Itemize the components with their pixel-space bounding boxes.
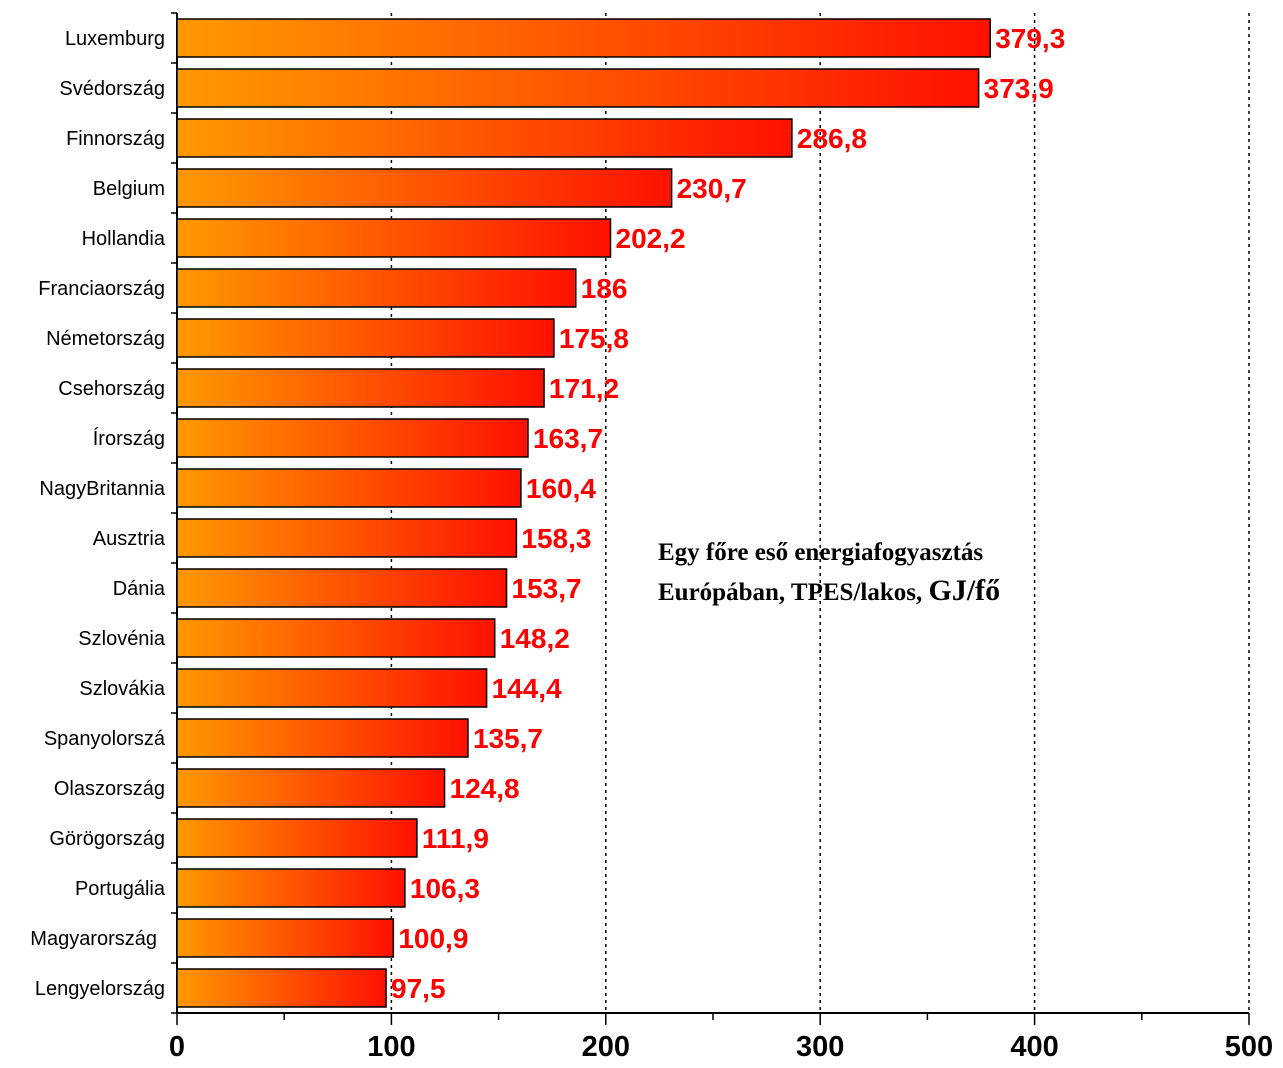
category-label-18: Magyarország — [30, 928, 157, 950]
value-label-10: 158,3 — [521, 523, 591, 554]
category-label-8: Írország — [93, 427, 165, 450]
chart-title-line1: Egy főre eső energiafogyasztás — [658, 539, 984, 566]
bar-1 — [176, 68, 980, 108]
bar-17 — [176, 868, 406, 908]
bar-9 — [176, 468, 522, 508]
category-label-13: Szlovákia — [79, 678, 165, 700]
bar-3 — [176, 168, 673, 208]
bar-14 — [176, 718, 469, 758]
x-tick-label-0: 0 — [169, 1031, 185, 1063]
x-tick-label-200: 200 — [582, 1031, 630, 1063]
x-tick-label-500: 500 — [1225, 1031, 1273, 1063]
chart-title-line2-text: Európában, TPES/lakos, — [658, 579, 923, 606]
bar-8 — [176, 418, 529, 458]
category-label-12: Szlovénia — [78, 628, 166, 650]
bar-5 — [176, 268, 577, 308]
value-label-3: 230,7 — [677, 173, 747, 204]
value-label-4: 202,2 — [616, 223, 686, 254]
bar-2 — [176, 118, 793, 158]
category-label-9: NagyBritannia — [39, 478, 166, 500]
category-label-6: Németország — [46, 328, 165, 350]
category-label-10: Ausztria — [93, 528, 166, 550]
value-label-14: 135,7 — [473, 723, 543, 754]
value-label-18: 100,9 — [398, 923, 468, 954]
category-label-15: Olaszország — [54, 778, 165, 800]
grid-lines — [390, 13, 1250, 1013]
value-label-15: 124,8 — [450, 773, 520, 804]
value-label-0: 379,3 — [995, 23, 1065, 54]
bar-13 — [176, 668, 488, 708]
bar-4 — [176, 218, 612, 258]
category-label-16: Görögország — [49, 828, 165, 850]
chart-title-line2: Európában, TPES/lakos, GJ/fő — [658, 570, 1000, 612]
x-tick-label-300: 300 — [796, 1031, 844, 1063]
category-label-17: Portugália — [75, 878, 166, 900]
bar-19 — [176, 968, 387, 1008]
bar-7 — [176, 368, 545, 408]
chart-title: Egy főre eső energiafogyasztás Európában… — [658, 535, 1000, 612]
category-label-19: Lengyelország — [35, 978, 165, 1000]
bar-10 — [176, 518, 518, 558]
category-label-14: Spanyolorszá — [44, 728, 166, 750]
category-label-3: Belgium — [93, 178, 165, 200]
value-label-16: 111,9 — [422, 823, 489, 854]
category-label-7: Csehország — [58, 378, 165, 400]
value-label-8: 163,7 — [533, 423, 603, 454]
value-label-5: 186 — [581, 273, 628, 304]
bar-12 — [176, 618, 496, 658]
value-label-7: 171,2 — [549, 373, 619, 404]
x-tick-label-100: 100 — [367, 1031, 415, 1063]
x-tick-label-400: 400 — [1010, 1031, 1058, 1063]
chart-title-unit: GJ/fő — [928, 574, 1001, 607]
category-label-1: Svédország — [59, 78, 165, 100]
bar-18 — [176, 918, 395, 958]
value-label-12: 148,2 — [500, 623, 570, 654]
labels: 0 100 200 300 400 500 Luxemburg 379,3 Svédország… — [30, 23, 1273, 1063]
category-label-5: Franciaország — [38, 278, 165, 300]
bar-11 — [176, 568, 508, 608]
category-label-4: Hollandia — [82, 228, 166, 250]
value-label-13: 144,4 — [492, 673, 562, 704]
bar-0 — [176, 18, 991, 58]
value-label-6: 175,8 — [559, 323, 629, 354]
category-label-0: Luxemburg — [65, 28, 165, 50]
value-label-19: 97,5 — [391, 973, 446, 1004]
bar-series — [176, 18, 991, 1008]
value-label-17: 106,3 — [410, 873, 480, 904]
value-label-1: 373,9 — [984, 73, 1054, 104]
category-label-11: Dánia — [113, 578, 166, 600]
category-label-2: Finnország — [66, 128, 165, 150]
value-label-2: 286,8 — [797, 123, 867, 154]
value-label-9: 160,4 — [526, 473, 596, 504]
bar-15 — [176, 768, 446, 808]
value-label-11: 153,7 — [512, 573, 582, 604]
bar-6 — [176, 318, 555, 358]
bar-16 — [176, 818, 418, 858]
